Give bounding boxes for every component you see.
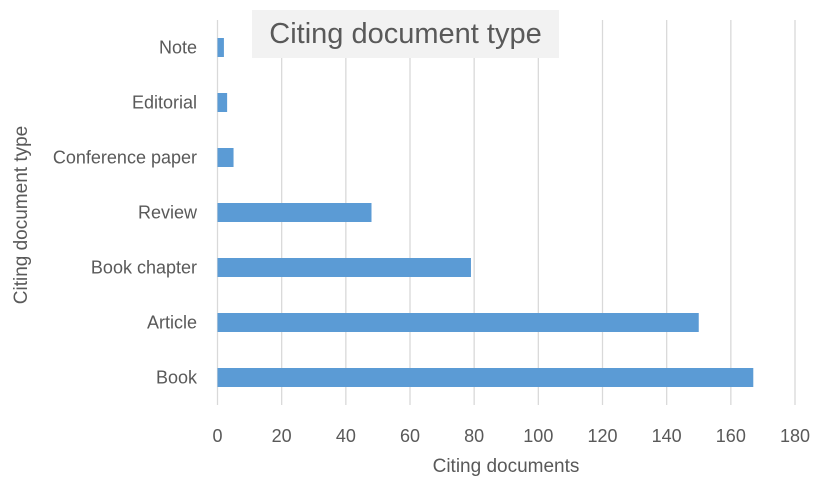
bar-article	[217, 313, 699, 332]
x-tick-label: 160	[716, 426, 746, 446]
y-tick-labels: Book Article Book chapter Review Conference …	[53, 38, 198, 388]
x-tick-label: 40	[336, 426, 356, 446]
bar-note	[217, 38, 224, 57]
bars	[217, 38, 754, 387]
bar-conference-paper	[217, 148, 234, 167]
x-tick-label: 60	[400, 426, 420, 446]
x-tick-label: 180	[780, 426, 810, 446]
chart-title-background	[252, 10, 559, 58]
x-tick-label: 80	[464, 426, 484, 446]
bar-editorial	[217, 93, 228, 112]
y-axis-label: Citing document type	[11, 125, 32, 305]
bar-book	[217, 368, 754, 387]
y-tick-label: Note	[159, 38, 197, 58]
bar-review	[217, 203, 372, 222]
x-tick-label: 140	[652, 426, 682, 446]
chart-title: Citing document type	[269, 18, 542, 50]
bar-book-chapter	[217, 258, 471, 277]
y-tick-label: Book	[156, 368, 198, 388]
y-tick-label: Editorial	[132, 93, 197, 113]
x-tick-label: 0	[212, 426, 222, 446]
gridlines	[216, 20, 796, 405]
x-tick-label: 120	[587, 426, 617, 446]
x-axis-label: Citing documents	[432, 456, 580, 477]
y-tick-label: Article	[147, 313, 197, 333]
y-tick-label: Conference paper	[53, 148, 197, 168]
y-tick-label: Book chapter	[91, 258, 197, 278]
y-tick-label: Review	[138, 203, 198, 223]
x-tick-labels: 0 20 40 60 80 100 120 140 160 180	[212, 426, 810, 446]
x-tick-label: 20	[272, 426, 292, 446]
x-tick-label: 100	[523, 426, 553, 446]
